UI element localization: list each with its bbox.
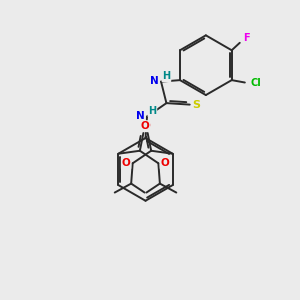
Text: O: O <box>160 158 169 168</box>
Text: O: O <box>142 121 151 131</box>
Text: N: N <box>150 76 159 86</box>
Text: F: F <box>243 33 250 43</box>
Text: Cl: Cl <box>250 78 261 88</box>
Text: H: H <box>148 106 157 116</box>
Text: O: O <box>141 121 149 131</box>
Text: H: H <box>162 71 170 81</box>
Text: N: N <box>136 111 145 121</box>
Text: S: S <box>192 100 200 110</box>
Text: O: O <box>122 158 130 168</box>
